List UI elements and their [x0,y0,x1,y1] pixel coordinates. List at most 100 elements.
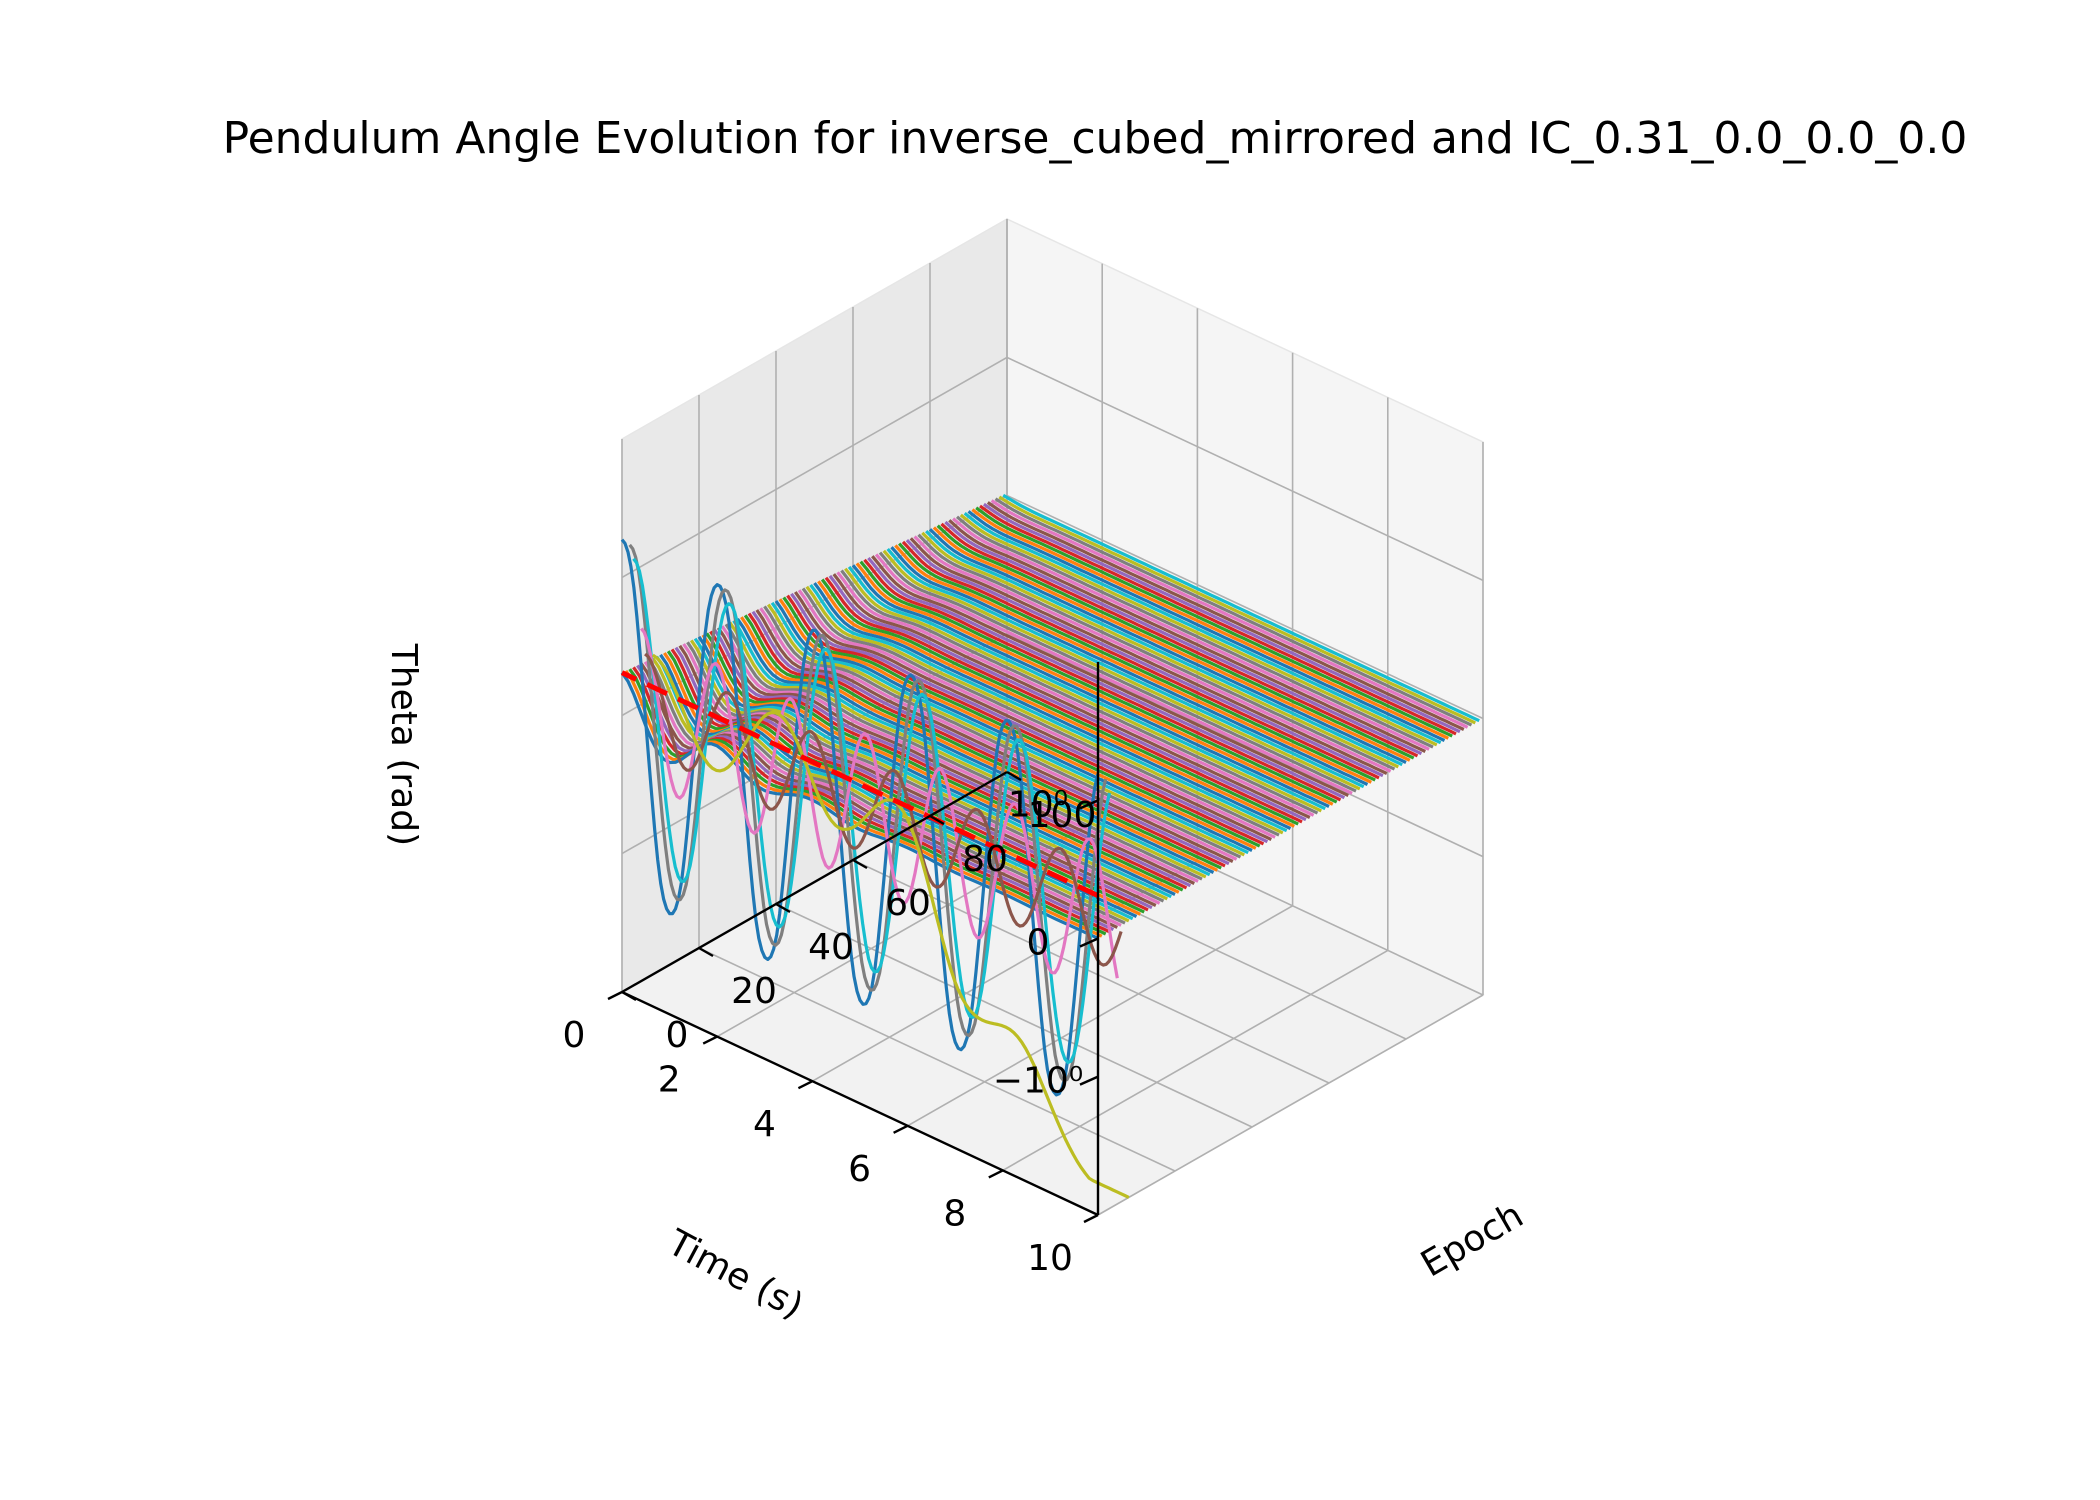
epoch-curve [898,542,1376,782]
time-tick-label: 10 [1027,1238,1073,1279]
epoch-curve [793,591,1272,841]
x-axis-label: Time (s) [660,1222,809,1327]
time-tick-mark [797,1080,813,1090]
epoch-curve [743,614,1222,870]
epoch-tick-label: 20 [731,971,777,1012]
epoch-tick-label: 80 [962,839,1008,880]
epoch-curve [878,551,1357,793]
epoch-curve [998,495,1476,725]
epoch-curve [948,519,1426,753]
epoch-curve [963,511,1442,745]
epoch-tick-mark [929,814,945,826]
time-tick-mark [893,1124,909,1134]
epoch-curve [1002,493,1480,723]
epoch-curve [909,537,1388,775]
epoch-curve [871,555,1349,797]
epoch-curve [844,567,1322,813]
epoch-curve [886,547,1365,789]
grid-line-epoch [775,903,1253,1128]
epoch-curve [736,618,1215,874]
time-axis-line [621,990,1099,1217]
epoch-curve [836,571,1315,817]
time-tick-mark [988,1169,1004,1179]
z-axis-label: Theta (rad) [383,643,424,846]
epoch-curve [832,573,1311,819]
epoch-curve [990,499,1469,729]
time-tick-mark [1083,1213,1099,1224]
epoch-curve [820,578,1299,826]
epoch-curve [863,558,1342,802]
epoch-curve [913,535,1392,773]
epoch-curve [786,594,1265,846]
time-tick-label: 0 [563,1015,586,1056]
epoch-curve [713,628,1192,888]
grid-line-time [907,905,1293,1127]
epoch-curve [716,627,1195,885]
epoch-curve [994,497,1473,727]
epoch-curve [740,616,1218,872]
epoch-curve [828,574,1307,822]
grid-line-time [1097,994,1484,1216]
time-tick-label: 4 [753,1104,776,1145]
epoch-curve [686,641,1165,903]
epoch-curve [682,643,1161,905]
epoch-curve [894,544,1372,784]
epoch-tick-mark [775,902,791,914]
time-tick-mark [607,990,623,1001]
epoch-curve [851,564,1330,808]
reference-dashed-line [620,670,1100,898]
epoch-tick-label: 0 [666,1015,689,1056]
epoch-curve [809,583,1288,833]
time-tick-label: 2 [658,1060,681,1101]
grid-line-theta [621,356,1484,582]
trajectory-curve [620,538,1100,1097]
trajectory-curve [640,627,1119,979]
epoch-curve [813,582,1292,830]
trajectory-curve [644,652,1123,967]
data-curves [620,493,1480,1199]
epoch-curve [975,506,1453,738]
epoch-curve [824,576,1303,824]
epoch-curve [952,517,1430,751]
epoch-curve [979,504,1457,736]
epoch-tick-mark [621,990,637,1002]
epoch-curve [724,623,1203,881]
epoch-curve [967,510,1446,742]
trajectory-curve [632,557,1112,1065]
grid-line-time [1002,949,1389,1172]
epoch-curve [986,501,1465,731]
theta-tick-mark [1079,799,1099,810]
epoch-curve [917,533,1396,771]
epoch-curve [778,598,1257,850]
epoch-curve [928,528,1407,764]
epoch-curve [971,508,1449,740]
y-axis-label: Epoch [1414,1195,1530,1286]
epoch-curve [936,524,1415,760]
epoch-curve [847,565,1326,811]
theta-tick-label: 10⁰ [1008,784,1068,825]
epoch-curve [840,569,1319,815]
epoch-curve [763,605,1242,859]
epoch-tick-mark [1006,770,1022,782]
epoch-tick-label: 60 [885,883,931,924]
epoch-curve [901,540,1380,780]
epoch-curve [817,580,1295,828]
theta-tick-label: −10⁰ [993,1061,1083,1102]
time-tick-label: 8 [943,1193,966,1234]
epoch-curve [693,637,1172,899]
epoch-curve [790,592,1269,844]
epoch-curve [955,515,1434,749]
epoch-curve [905,538,1384,778]
epoch-tick-label: 40 [808,927,854,968]
epoch-tick-mark [698,946,714,958]
epoch-curve [944,520,1423,756]
epoch-curve [940,522,1419,758]
epoch-curve [801,587,1280,837]
epoch-curve [867,556,1346,800]
grid-line-epoch [698,947,1176,1172]
epoch-curve [797,589,1276,839]
epoch-curve [874,553,1353,795]
trajectory-curve [651,653,1130,1199]
